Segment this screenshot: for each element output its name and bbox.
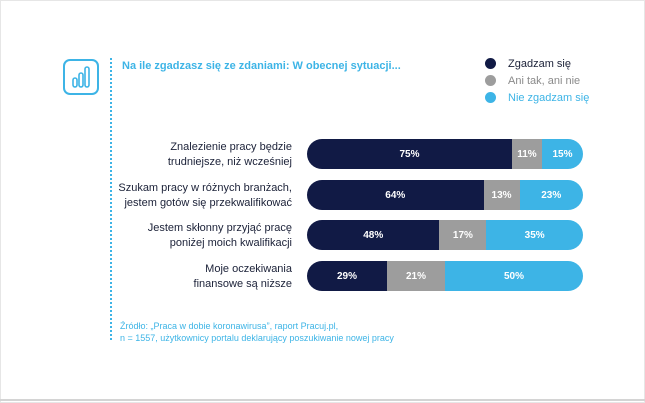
legend-item-disagree: Nie zgadzam się xyxy=(485,90,589,105)
legend-dot-disagree xyxy=(485,92,496,103)
legend-label-agree: Zgadzam się xyxy=(508,57,571,70)
category-label-line: Szukam pracy w różnych branżach, xyxy=(118,182,292,194)
category-label-line: Jestem skłonny przyjąć pracę xyxy=(147,222,292,234)
bar-harder: 75% 11% 15% xyxy=(307,139,583,169)
data-label-neutral: 11% xyxy=(517,148,537,160)
data-label-agree: 48% xyxy=(363,229,384,241)
bar-segment-neutral: 17% xyxy=(439,220,487,250)
bar-segment-disagree: 23% xyxy=(519,180,583,210)
bar-segment-agree: 48% xyxy=(307,220,440,250)
source-line-2: n = 1557, użytkownicy portalu deklarując… xyxy=(120,333,394,343)
bar-segment-disagree: 35% xyxy=(486,220,583,250)
data-label-disagree: 15% xyxy=(552,148,573,160)
category-label-line: Znalezienie pracy będzie xyxy=(170,141,292,153)
data-label-agree: 29% xyxy=(337,270,358,282)
category-label-below-qualifications: Jestem skłonny przyjąć pracę poniżej moic… xyxy=(118,221,292,251)
category-label-harder: Znalezienie pracy będzie trudniejsze, niż… xyxy=(118,140,292,170)
chart-legend: Zgadzam się Ani tak, ani nie Nie zgadzam… xyxy=(485,56,589,107)
bar-segment-neutral: 11% xyxy=(511,139,542,169)
bar-segment-disagree: 15% xyxy=(541,139,583,169)
legend-label-disagree: Nie zgadzam się xyxy=(508,91,590,104)
category-label-retrain: Szukam pracy w różnych branżach, jestem g… xyxy=(118,181,292,211)
category-label-line: trudniejsze, niż wcześniej xyxy=(167,156,292,168)
category-label-line: Moje oczekiwania xyxy=(205,263,292,275)
legend-label-neutral: Ani tak, ani nie xyxy=(508,74,581,87)
bar-segment-agree: 29% xyxy=(307,261,388,291)
data-label-neutral: 13% xyxy=(491,189,512,201)
data-label-disagree: 50% xyxy=(503,270,524,282)
dotted-divider xyxy=(110,58,112,340)
legend-dot-agree xyxy=(485,58,496,69)
data-label-neutral: 17% xyxy=(452,229,473,241)
category-label-lower-expectations: Moje oczekiwania finansowe są niższe xyxy=(118,262,292,292)
data-label-agree: 64% xyxy=(385,189,406,201)
source-note: Źródło: „Praca w dobie koronawirusa”, ra… xyxy=(120,320,394,344)
bar-segment-agree: 64% xyxy=(307,180,484,210)
data-label-neutral: 21% xyxy=(406,270,427,282)
bar-below-qualifications: 48% 17% 35% xyxy=(307,220,583,250)
data-label-disagree: 23% xyxy=(541,189,562,201)
category-label-line: poniżej moich kwalifikacji xyxy=(169,237,292,249)
legend-dot-neutral xyxy=(485,75,496,86)
legend-item-neutral: Ani tak, ani nie xyxy=(485,73,589,88)
bar-retrain: 64% 13% 23% xyxy=(307,180,583,210)
source-line-1: Źródło: „Praca w dobie koronawirusa”, ra… xyxy=(120,321,339,331)
bar-chart-icon xyxy=(63,59,99,95)
data-label-agree: 75% xyxy=(399,148,420,160)
bar-segment-neutral: 21% xyxy=(387,261,445,291)
bar-segment-neutral: 13% xyxy=(483,180,520,210)
bar-segment-agree: 75% xyxy=(307,139,512,169)
bar-segment-disagree: 50% xyxy=(444,261,583,291)
chart-title: Na ile zgadzasz się ze zdaniami: W obecn… xyxy=(122,60,401,72)
bar-lower-expectations: 29% 21% 50% xyxy=(307,261,583,291)
category-label-line: finansowe są niższe xyxy=(193,278,292,290)
data-label-disagree: 35% xyxy=(524,229,545,241)
bottom-divider xyxy=(0,399,645,401)
legend-item-agree: Zgadzam się xyxy=(485,56,589,71)
category-label-line: jestem gotów się przekwalifikować xyxy=(124,197,292,209)
